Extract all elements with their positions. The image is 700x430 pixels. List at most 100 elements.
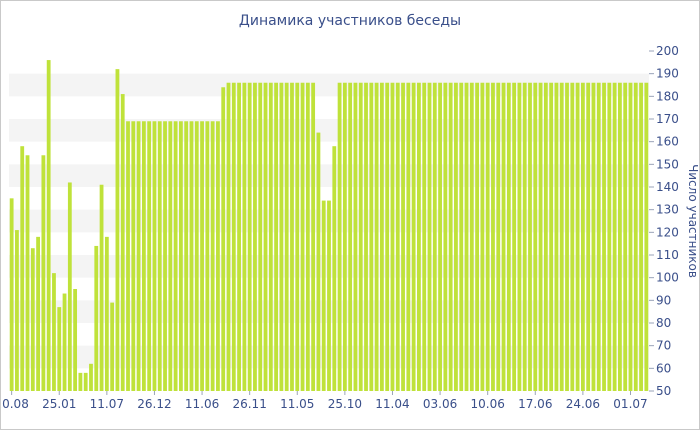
bar: [268, 82, 273, 391]
bar: [496, 82, 501, 391]
chart-title: Динамика участников беседы: [238, 13, 462, 29]
bar: [327, 200, 331, 391]
bar: [543, 82, 548, 391]
ytick-label: 90: [656, 293, 671, 307]
bar: [332, 146, 337, 391]
bar: [131, 121, 136, 392]
ytick-label: 110: [656, 248, 679, 262]
bar: [422, 82, 427, 391]
bar: [94, 245, 99, 391]
bar: [448, 82, 453, 391]
bar: [628, 82, 633, 391]
bar: [242, 82, 247, 391]
bar: [20, 146, 25, 391]
bar: [480, 82, 485, 391]
ytick-label: 70: [656, 339, 671, 353]
bar: [612, 82, 617, 391]
bar: [284, 82, 289, 391]
bar: [104, 236, 109, 391]
bar: [36, 236, 40, 391]
bar: [596, 82, 601, 391]
ytick-label: 140: [656, 180, 679, 194]
bar: [586, 82, 591, 391]
bar: [395, 82, 400, 391]
bar: [9, 198, 14, 391]
bar: [432, 82, 437, 391]
bar: [464, 82, 469, 391]
bar: [623, 82, 628, 391]
bar: [379, 82, 384, 391]
bar: [369, 82, 374, 391]
bar: [15, 230, 19, 391]
xtick-label: 10.06: [470, 397, 504, 411]
bar: [126, 121, 130, 392]
bar: [152, 121, 157, 392]
xtick-label: 26.12: [137, 397, 171, 411]
bar: [295, 82, 300, 391]
bar: [200, 121, 204, 392]
bar: [78, 372, 83, 391]
ytick-label: 190: [656, 67, 679, 81]
bar: [390, 82, 395, 391]
bar: [67, 182, 72, 391]
bar: [443, 82, 448, 391]
bar: [522, 82, 527, 391]
bar: [46, 60, 51, 392]
bar: [30, 248, 35, 391]
bar: [342, 82, 347, 391]
bar: [411, 82, 416, 391]
bar: [226, 82, 231, 391]
bar: [147, 121, 152, 392]
bar: [316, 132, 321, 391]
bar: [618, 82, 622, 391]
bar: [607, 82, 612, 391]
bar: [305, 82, 310, 391]
bar: [353, 82, 358, 391]
bar: [364, 82, 368, 391]
xtick-label: 24.06: [566, 397, 600, 411]
ytick-label: 60: [656, 361, 671, 375]
bar: [591, 82, 596, 391]
bar: [263, 82, 268, 391]
bar: [120, 94, 125, 392]
bar: [580, 82, 585, 391]
bar: [73, 289, 78, 391]
ytick-label: 50: [656, 384, 671, 398]
bar: [173, 121, 178, 392]
bar: [41, 155, 46, 391]
bar: [99, 184, 104, 391]
bar: [163, 121, 167, 392]
bar: [406, 82, 411, 391]
bar: [570, 82, 575, 391]
bar: [89, 363, 93, 391]
ytick-label: 120: [656, 225, 679, 239]
bar: [57, 307, 62, 391]
ytick-label: 160: [656, 135, 679, 149]
ytick-label: 180: [656, 89, 679, 103]
bar: [178, 121, 183, 392]
bar: [385, 82, 390, 391]
bar: [549, 82, 554, 391]
bar: [25, 155, 30, 391]
xtick-label: 17.06: [518, 397, 552, 411]
ytick-label: 100: [656, 271, 679, 285]
bar: [247, 82, 252, 391]
bar: [62, 293, 67, 391]
bar: [554, 82, 559, 391]
ytick-label: 170: [656, 112, 679, 126]
bar: [348, 82, 353, 391]
bar: [83, 372, 88, 391]
y-axis-label: Число участников: [686, 164, 699, 278]
bar: [565, 82, 569, 391]
bar: [337, 82, 342, 391]
xtick-label: 01.07: [613, 397, 647, 411]
xtick-label: 11.07: [90, 397, 124, 411]
bar: [427, 82, 432, 391]
xtick-label: 25.10: [328, 397, 362, 411]
xtick-label: 11.06: [185, 397, 219, 411]
xtick-label: 26.11: [232, 397, 266, 411]
bar: [205, 121, 210, 392]
bar: [136, 121, 141, 392]
bar: [358, 82, 363, 391]
